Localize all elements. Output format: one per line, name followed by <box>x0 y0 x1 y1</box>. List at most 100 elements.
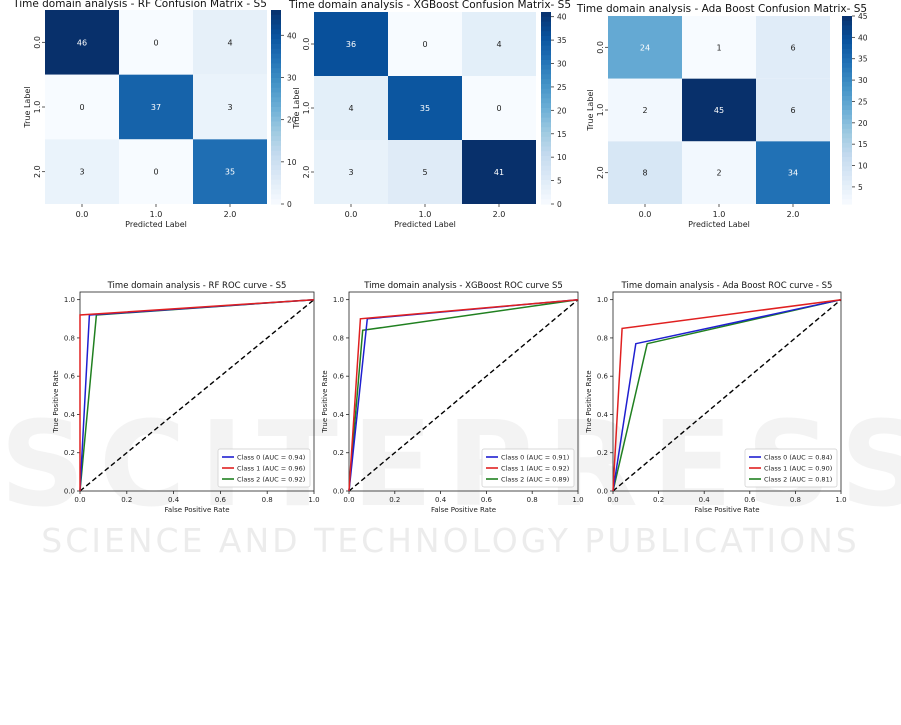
cell-value-label: 3 <box>348 168 353 177</box>
chance-diagonal-line <box>348 299 579 492</box>
y-tick-label: 1.0 <box>596 104 605 117</box>
colorbar-segment <box>842 63 852 69</box>
colorbar-segment <box>541 160 551 167</box>
colorbar-segment <box>541 26 551 32</box>
colorbar-segment <box>541 175 551 181</box>
y-tick-label: 2.0 <box>33 165 42 178</box>
roc-series-line <box>348 298 579 492</box>
colorbar-segment <box>541 36 551 42</box>
chance-diagonal-line <box>612 299 842 492</box>
colorbar-segment <box>842 114 852 120</box>
colorbar-segment <box>842 171 852 177</box>
colorbar-segment <box>271 63 281 69</box>
colorbar-segment <box>271 184 281 191</box>
colorbar-segment <box>271 145 281 152</box>
colorbar-segment <box>541 103 551 109</box>
x-tick-label: 2.0 <box>493 210 506 219</box>
colorbar-segment <box>842 25 852 31</box>
roc-curve-chart: Time domain analysis - XGBoost ROC curve… <box>321 281 584 514</box>
cell-value-label: 46 <box>77 38 87 47</box>
colorbar-segment <box>271 29 281 35</box>
colorbar-segment <box>271 102 281 108</box>
heatmap-cell <box>388 140 462 204</box>
colorbar-segment <box>271 174 281 181</box>
legend-entry-label: Class 0 (AUC = 0.84) <box>764 453 832 461</box>
roc-series-line <box>612 298 842 492</box>
colorbar-segment <box>271 39 281 45</box>
y-tick-label: 0.0 <box>596 41 605 54</box>
colorbar-tick-label: 45 <box>858 12 868 21</box>
cell-value-label: 0 <box>79 103 84 112</box>
colorbar-tick-label: 20 <box>557 106 567 115</box>
colorbar-segment <box>271 131 281 137</box>
colorbar-segment <box>541 93 551 99</box>
colorbar-segment <box>842 86 852 92</box>
colorbar-segment <box>271 53 281 60</box>
x-tick-label: 0.0 <box>74 496 85 504</box>
colorbar-segment <box>842 175 852 182</box>
colorbar-segment <box>842 133 852 139</box>
cell-value-label: 24 <box>640 43 650 52</box>
colorbar-segment <box>271 19 281 26</box>
heatmap-cell <box>119 139 193 204</box>
colorbar-segment <box>541 194 551 200</box>
x-axis-label: False Positive Rate <box>431 506 496 514</box>
colorbar-segment <box>271 126 281 132</box>
colorbar-segment <box>271 92 281 98</box>
colorbar-segment <box>842 67 852 73</box>
heatmap-cell <box>756 141 830 204</box>
colorbar-segment <box>842 166 852 172</box>
chance-diagonal-line <box>79 299 315 492</box>
heatmap-cell <box>682 141 756 204</box>
heatmap-cell <box>682 78 756 142</box>
colorbar-segment <box>842 199 852 205</box>
x-tick-label: 0.4 <box>168 496 180 504</box>
y-tick-label: 1.0 <box>64 296 75 304</box>
colorbar-tick-label: 30 <box>287 73 297 82</box>
colorbar-segment <box>541 184 551 191</box>
x-tick-label: 0.0 <box>343 496 354 504</box>
colorbar-segment <box>271 43 281 50</box>
cell-value-label: 45 <box>714 106 724 115</box>
colorbar-segment <box>271 97 281 103</box>
heatmap-cell <box>756 78 830 142</box>
y-tick-label: 0.0 <box>597 488 608 496</box>
colorbar-tick-label: 35 <box>858 55 868 64</box>
y-tick-label: 0.8 <box>333 334 344 342</box>
colorbar-tick-label: 40 <box>858 33 868 42</box>
chart-title: Time domain analysis - XGBoost ROC curve… <box>363 281 563 291</box>
heatmap-cell <box>314 140 388 204</box>
roc-series-line <box>79 298 315 491</box>
x-tick-label: 0.8 <box>527 496 538 504</box>
colorbar-segment <box>541 156 551 162</box>
x-tick-label: 0.8 <box>262 496 273 504</box>
y-axis-label: True Label <box>23 86 32 128</box>
y-tick-label: 0.6 <box>597 373 609 381</box>
x-tick-label: 1.0 <box>835 496 846 504</box>
heatmap-cell <box>608 78 682 142</box>
colorbar-segment <box>842 100 852 106</box>
y-axis-label: True Label <box>292 87 301 129</box>
heatmap-cell <box>193 10 267 75</box>
colorbar-segment <box>842 16 852 22</box>
chart-title: Time domain analysis - XGBoost Confusion… <box>288 0 571 11</box>
colorbar-segment <box>541 84 551 90</box>
y-tick-label: 0.0 <box>33 36 42 49</box>
colorbar-segment <box>541 55 551 61</box>
cell-value-label: 0 <box>496 104 501 113</box>
colorbar-segment <box>271 107 281 113</box>
colorbar-segment <box>541 50 551 56</box>
roc-curve-chart: Time domain analysis - RF ROC curve - S5… <box>52 281 320 514</box>
colorbar-tick-label: 40 <box>287 31 297 40</box>
colorbar-segment <box>541 69 551 75</box>
heatmap-cell <box>608 141 682 204</box>
colorbar-segment <box>271 189 281 195</box>
confusion-matrix-chart: Time domain analysis - XGBoost Confusion… <box>288 0 571 229</box>
legend-entry-label: Class 2 (AUC = 0.89) <box>501 475 569 483</box>
colorbar-segment <box>271 136 281 142</box>
x-axis-label: Predicted Label <box>125 220 187 229</box>
heatmap-cell <box>314 76 388 140</box>
legend-entry-label: Class 2 (AUC = 0.92) <box>237 475 305 483</box>
cell-value-label: 35 <box>420 104 430 113</box>
